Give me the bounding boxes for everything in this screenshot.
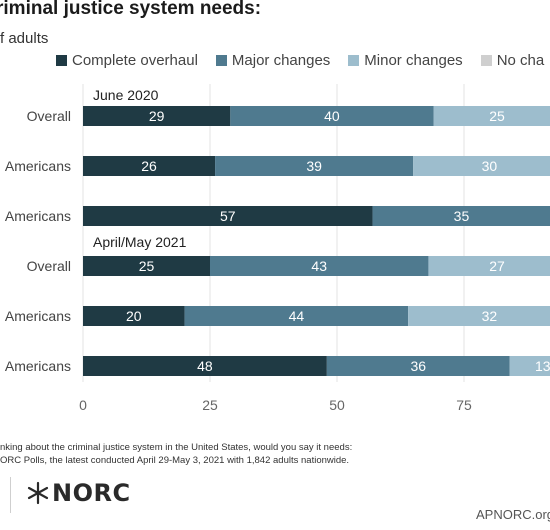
bar-segment	[408, 306, 550, 326]
row-label: Americans	[5, 158, 71, 174]
legend-item: No cha	[480, 51, 545, 69]
data-label: 44	[289, 308, 305, 324]
data-label: 35	[454, 208, 470, 224]
bar-segment	[184, 306, 409, 326]
x-tick-label: 0	[79, 397, 87, 413]
bar-segment	[83, 356, 327, 376]
bar-segment	[230, 106, 434, 126]
legend-item: Minor changes	[348, 51, 463, 69]
data-label: 26	[141, 158, 157, 174]
legend-swatch	[215, 54, 227, 66]
chart-title: riminal justice system needs:	[0, 0, 262, 19]
bar-segment	[215, 156, 414, 176]
footer-divider	[10, 477, 11, 513]
data-label: 30	[482, 158, 498, 174]
norc-star-icon	[27, 481, 49, 505]
norc-logo-text: NORC	[52, 479, 131, 507]
x-tick-label: 75	[456, 397, 472, 413]
row-label: Overall	[27, 258, 71, 274]
bar-segment	[210, 256, 429, 276]
legend-swatch	[56, 54, 67, 66]
bar-segment	[509, 356, 550, 376]
data-label: 13	[535, 358, 550, 374]
norc-logo: NORC	[26, 478, 131, 508]
stacked-bar-chart: 0 25 50 75 June 2020 Overall 29 40 25 Americans 26…	[5, 84, 550, 413]
bar-segment	[83, 206, 373, 226]
row-label: Americans	[5, 358, 71, 374]
x-tick-label: 50	[329, 397, 345, 413]
data-label: 20	[126, 308, 142, 324]
data-label: 39	[306, 158, 322, 174]
data-label: 25	[489, 108, 505, 124]
row-label: Americans	[5, 308, 71, 324]
data-label: 25	[139, 258, 155, 274]
data-label: 36	[410, 358, 426, 374]
chart-legend: Complete overhaul Major changes Minor chan…	[56, 50, 550, 70]
legend-item: Complete overhaul	[56, 52, 198, 69]
legend-item: Major changes	[215, 51, 331, 69]
x-tick-label: 25	[202, 397, 218, 413]
legend-label: Minor changes	[364, 51, 463, 69]
bar-segment	[428, 256, 550, 276]
group-label: June 2020	[93, 87, 159, 103]
bar-segment	[413, 156, 550, 176]
footnote-source: ORC Polls, the latest conducted April 29…	[0, 455, 350, 466]
legend-swatch	[480, 54, 492, 66]
data-label: 57	[220, 208, 236, 224]
data-label: 48	[197, 358, 213, 374]
data-label: 40	[324, 108, 340, 124]
data-label: 29	[149, 108, 165, 124]
legend-swatch	[348, 54, 360, 66]
legend-label: No cha	[496, 51, 545, 69]
bar-segment	[326, 356, 510, 376]
legend-label: Complete overhaul	[72, 51, 198, 69]
data-label: 43	[311, 258, 327, 274]
legend-label: Major changes	[231, 51, 331, 69]
data-label: 27	[489, 258, 505, 274]
chart-subtitle: f adults	[0, 30, 49, 47]
footnote-question: nking about the criminal justice system …	[0, 442, 353, 453]
bar-segment	[83, 306, 185, 326]
bar-segment	[83, 256, 210, 276]
bar-segment	[83, 156, 216, 176]
bar-segment	[83, 106, 231, 126]
bar-segment	[372, 206, 550, 226]
row-label: Americans	[5, 208, 71, 224]
group-label: April/May 2021	[93, 234, 187, 250]
site-link[interactable]: APNORC.org	[476, 507, 550, 522]
data-label: 32	[482, 308, 498, 324]
row-label: Overall	[27, 108, 71, 124]
bar-segment	[433, 106, 550, 126]
